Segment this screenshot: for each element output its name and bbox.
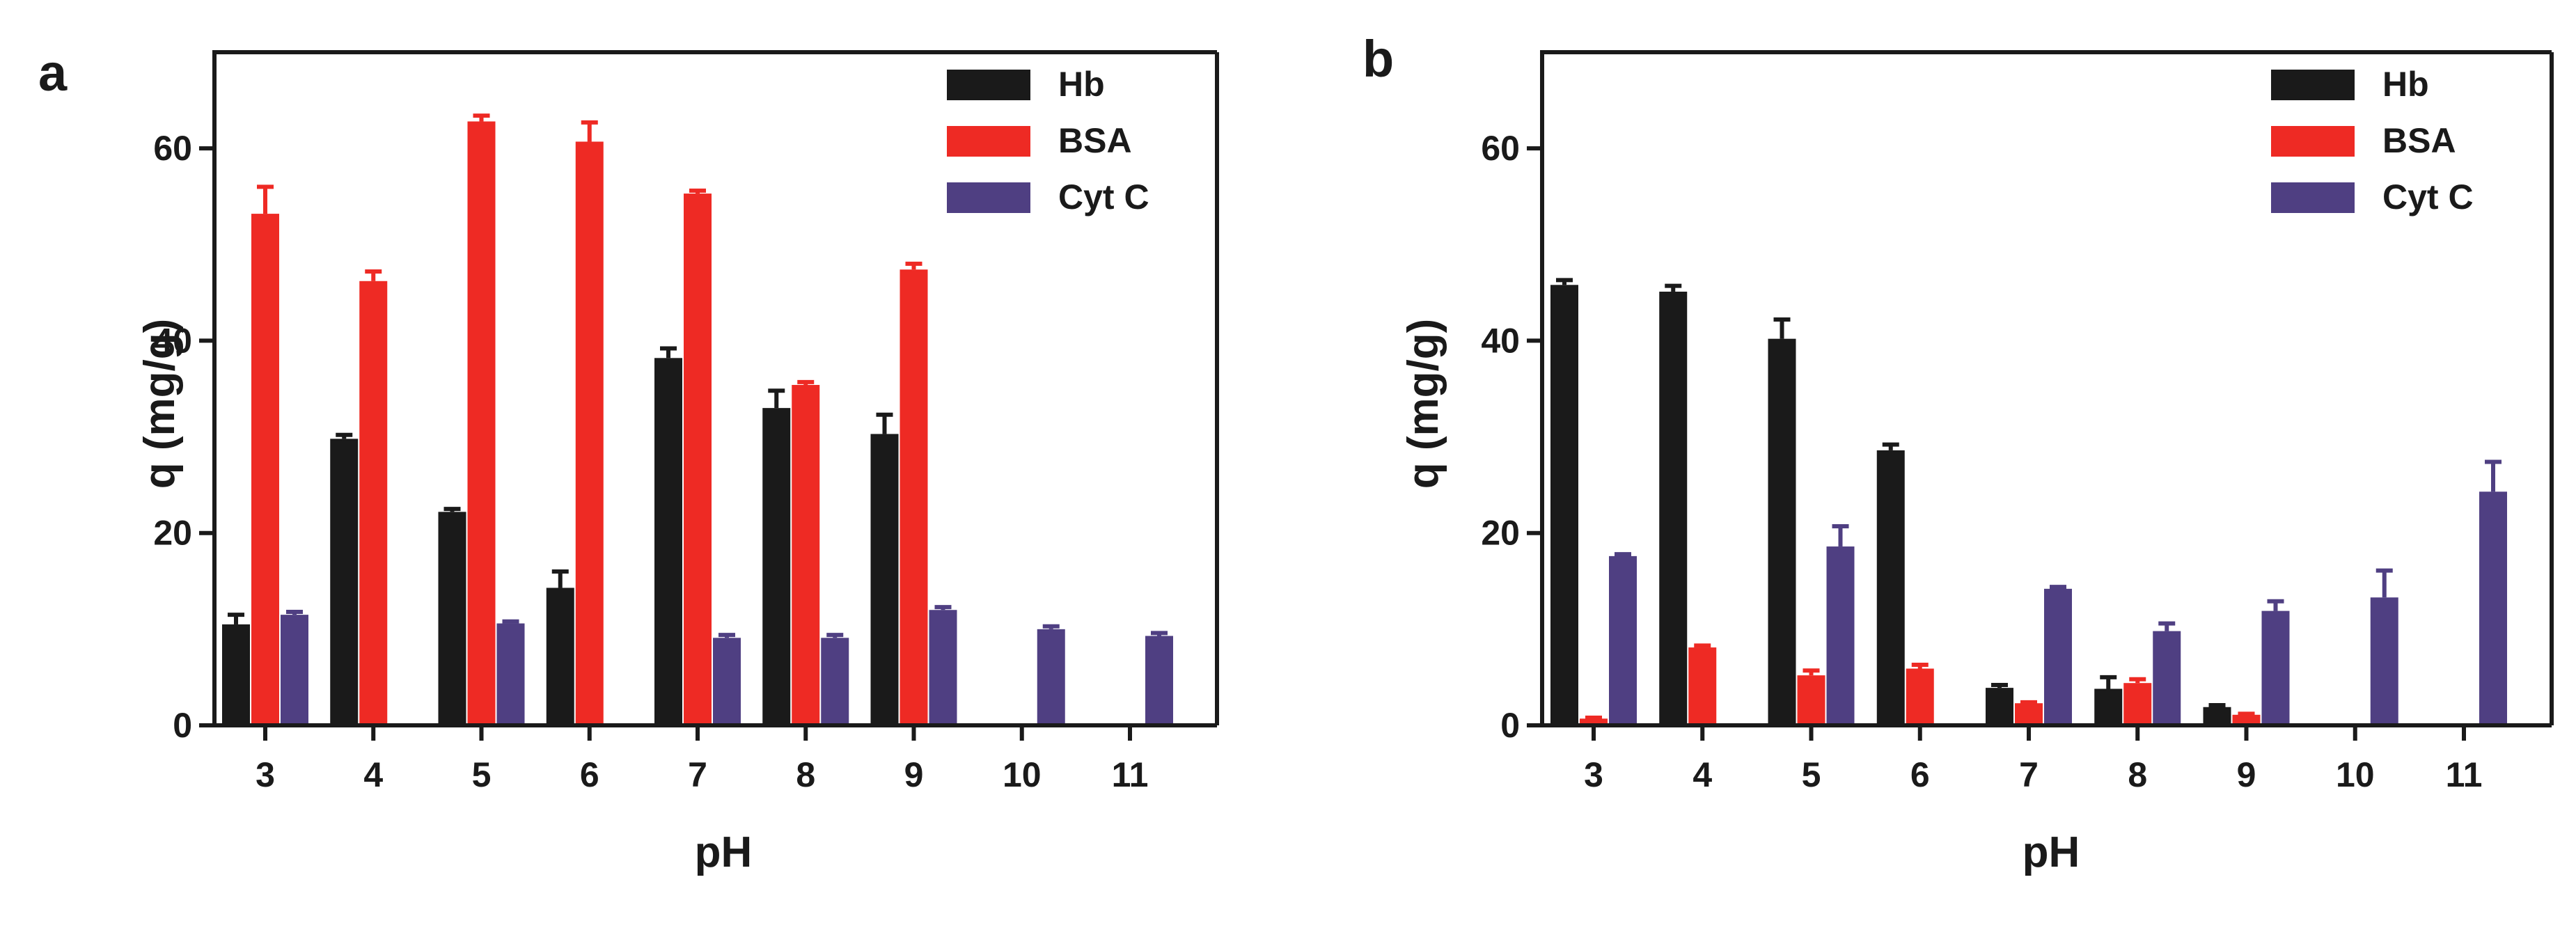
- bar-cytc-ph9: [929, 610, 957, 725]
- x-tick-label: 3: [256, 755, 275, 794]
- panel-letter: b: [1362, 30, 1394, 88]
- legend-label-hb: Hb: [1058, 65, 1105, 104]
- legend-label-bsa: BSA: [2382, 121, 2456, 160]
- legend-swatch-hb: [2271, 70, 2355, 100]
- bars-group: [1550, 285, 2507, 725]
- x-tick-label: 10: [2336, 755, 2375, 794]
- axes-group: 0 20 40 60 3 4 5 6 7 8 9 10 11: [1481, 50, 2554, 794]
- legend-swatch-cytc: [947, 182, 1030, 213]
- bar-bsa-ph3: [1580, 718, 1608, 725]
- x-tick-label: 8: [796, 755, 815, 794]
- x-tick-label: 3: [1584, 755, 1603, 794]
- bar-bsa-ph6: [575, 141, 604, 726]
- x-tick-label: 7: [688, 755, 707, 794]
- x-tick-label: 10: [1003, 755, 1042, 794]
- y-tick-label: 20: [1481, 514, 1520, 553]
- bar-hb-ph3: [1550, 285, 1578, 725]
- legend-swatch-bsa: [947, 126, 1030, 157]
- y-tick-label: 40: [1481, 321, 1520, 360]
- y-tick-label: 60: [153, 129, 192, 168]
- bar-cytc-ph9: [2261, 610, 2290, 725]
- y-tick-label: 0: [173, 706, 192, 745]
- bar-cytc-ph5: [1826, 546, 1855, 725]
- bar-hb-ph4: [1659, 291, 1688, 725]
- bar-bsa-ph5: [467, 121, 496, 725]
- bar-bsa-ph6: [1906, 668, 1934, 725]
- legend-swatch-bsa: [2271, 126, 2355, 157]
- y-tick-label: 20: [153, 514, 192, 553]
- bar-cytc-ph8: [821, 638, 849, 725]
- panel-letter: a: [38, 44, 68, 102]
- bar-hb-ph7: [654, 358, 682, 725]
- bar-bsa-ph5: [1797, 675, 1825, 725]
- bar-hb-ph8: [2094, 688, 2123, 725]
- bar-cytc-ph7: [713, 638, 741, 725]
- bars-group: [222, 121, 1173, 726]
- bar-cytc-ph11: [2479, 491, 2507, 725]
- error-bars-group: [1556, 278, 2502, 720]
- y-tick-label: 40: [153, 321, 192, 360]
- x-tick-label: 9: [904, 755, 924, 794]
- bar-cytc-ph7: [2044, 588, 2072, 725]
- bar-bsa-ph4: [359, 281, 388, 725]
- x-tick-label: 6: [1910, 755, 1930, 794]
- x-tick-label: 4: [363, 755, 383, 794]
- bar-bsa-ph9: [900, 269, 928, 725]
- bar-hb-ph6: [1876, 450, 1905, 725]
- bar-cytc-ph8: [2153, 631, 2181, 725]
- x-tick-label: 7: [2019, 755, 2039, 794]
- y-axis-title: q (mg/g): [1399, 319, 1447, 489]
- bar-bsa-ph8: [2123, 683, 2152, 725]
- legend: Hb BSA Cyt C: [947, 65, 1149, 216]
- bar-hb-ph5: [1768, 338, 1796, 725]
- legend-label-cytc: Cyt C: [2382, 178, 2474, 216]
- bar-bsa-ph7: [684, 194, 712, 725]
- error-bars-group: [228, 113, 1168, 638]
- axes-group: 0 20 40 60 3 4 5 6 7 8 9 10 11: [153, 50, 1219, 794]
- x-axis-title: pH: [2023, 828, 2080, 876]
- legend: Hb BSA Cyt C: [2271, 65, 2474, 216]
- bar-bsa-ph8: [792, 384, 820, 725]
- y-tick-label: 60: [1481, 129, 1520, 168]
- bar-cytc-ph5: [496, 623, 525, 725]
- bar-hb-ph3: [222, 624, 250, 725]
- x-tick-label: 6: [580, 755, 599, 794]
- bar-hb-ph8: [762, 408, 791, 725]
- legend-swatch-hb: [947, 70, 1030, 100]
- x-tick-label: 5: [1802, 755, 1821, 794]
- bar-bsa-ph3: [251, 214, 279, 726]
- bar-bsa-ph7: [2015, 703, 2043, 725]
- bar-hb-ph5: [438, 512, 466, 725]
- legend-swatch-cytc: [2271, 182, 2355, 213]
- x-tick-label: 8: [2128, 755, 2147, 794]
- bar-bsa-ph9: [2232, 714, 2261, 725]
- x-tick-label: 4: [1693, 755, 1712, 794]
- x-tick-label: 5: [472, 755, 492, 794]
- legend-label-hb: Hb: [2382, 65, 2429, 104]
- y-tick-label: 0: [1500, 706, 1520, 745]
- x-tick-label: 9: [2237, 755, 2256, 794]
- x-tick-label: 11: [2446, 755, 2483, 794]
- bar-cytc-ph10: [2370, 597, 2398, 725]
- bar-bsa-ph4: [1688, 647, 1717, 725]
- x-axis-title: pH: [695, 828, 753, 876]
- legend-label-cytc: Cyt C: [1058, 178, 1149, 216]
- panel-b: b 0 20 40 60 3 4 5 6 7 8 9 10 11 Hb BSA Cyt C pH q (mg…: [1362, 30, 2554, 876]
- bar-hb-ph9: [870, 434, 899, 725]
- bar-hb-ph9: [2203, 707, 2231, 725]
- legend-label-bsa: BSA: [1058, 121, 1132, 160]
- bar-cytc-ph10: [1037, 629, 1065, 725]
- bar-cytc-ph3: [1609, 555, 1637, 725]
- y-axis-title: q (mg/g): [136, 319, 184, 489]
- bar-hb-ph4: [330, 439, 359, 725]
- bar-hb-ph7: [1986, 688, 2013, 725]
- bar-cytc-ph3: [281, 615, 308, 725]
- bar-hb-ph6: [546, 588, 574, 725]
- x-tick-label: 11: [1112, 755, 1149, 794]
- panel-a: a 0 20 40 60 3 4 5 6 7 8 9 10 11 Hb BSA Cyt C pH q (mg…: [38, 44, 1219, 876]
- bar-cytc-ph11: [1145, 636, 1173, 725]
